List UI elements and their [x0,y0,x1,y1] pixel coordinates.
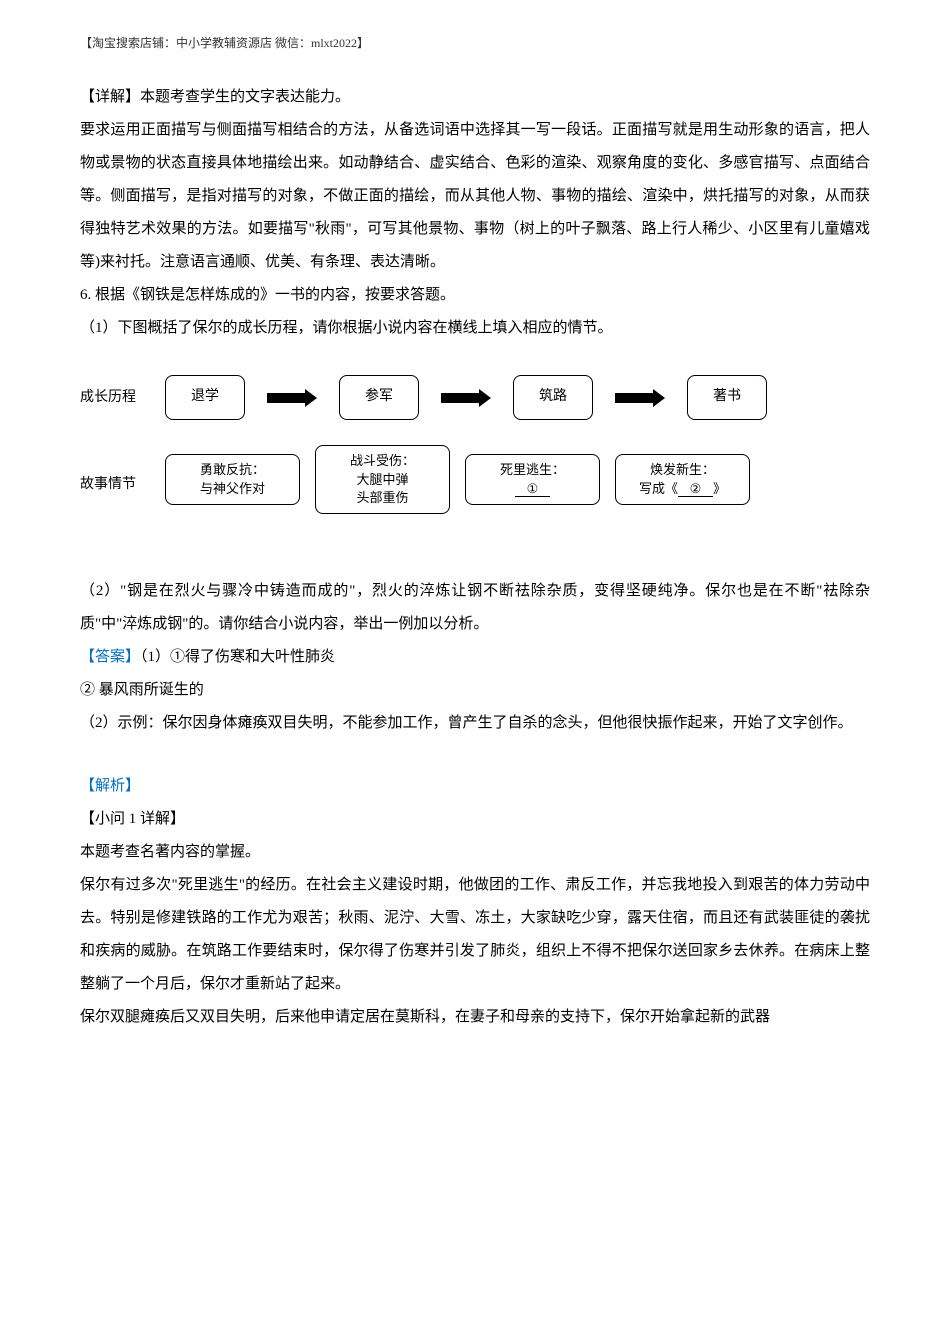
answer-2-prefix: ② [80,682,95,698]
analysis-label: 【解析】 [80,770,870,803]
answer-line-2: ② 暴风雨所诞生的 [80,674,870,707]
q6-sub2: （2）"钢是在烈火与骤冷中铸造而成的"，烈火的淬炼让钢不断祛除杂质，变得坚硬纯净… [80,575,870,641]
answer-line-3: （2）示例：保尔因身体瘫痪双目失明，不能参加工作，曾产生了自杀的念头，但他很快振… [80,707,870,740]
explain-body: 要求运用正面描写与侧面描写相结合的方法，从备选词语中选择其一写一段话。正面描写就… [80,114,870,279]
arrow-icon [267,389,317,407]
stage-box: 退学 [165,375,245,420]
stage-box: 参军 [339,375,419,420]
analysis-label-text: 【解析】 [80,778,140,794]
explain-label: 【详解】 [80,89,140,105]
analysis-intro: 本题考查名著内容的掌握。 [80,836,870,869]
sub1-label: 【小问 1 详解】 [80,803,870,836]
q6-sub1: （1）下图概括了保尔的成长历程，请你根据小说内容在横线上填入相应的情节。 [80,312,870,345]
answer-label: 【答案】 [80,649,140,665]
plot-box: 焕发新生： 写成《②》 [615,454,750,504]
answer-2: 暴风雨所诞生的 [99,682,204,698]
growth-diagram: 成长历程 故事情节 退学 参军 筑路 著书 勇敢反抗： 与神父作对 战斗受伤： … [80,375,870,545]
plot-box: 勇敢反抗： 与神父作对 [165,454,300,504]
answer-1: （1）①得了伤寒和大叶性肺炎 [140,649,335,665]
explanation-section: 【详解】本题考查学生的文字表达能力。 [80,81,870,114]
stage-box: 筑路 [513,375,593,420]
analysis-p2: 保尔双腿瘫痪后又双目失明，后来他申请定居在莫斯科，在妻子和母亲的支持下，保尔开始… [80,1001,870,1034]
top-row: 退学 参军 筑路 著书 [165,375,767,420]
plot-box: 死里逃生： ① [465,454,600,504]
header-note: 【淘宝搜索店铺：中小学教辅资源店 微信：mlxt2022】 [80,30,870,56]
arrow-icon [441,389,491,407]
arrow-icon [615,389,665,407]
plot-box: 战斗受伤： 大腿中弹 头部重伤 [315,445,450,514]
stage-box: 著书 [687,375,767,420]
analysis-p1: 保尔有过多次"死里逃生"的经历。在社会主义建设时期，他做团的工作、肃反工作，并忘… [80,869,870,1001]
bottom-row: 勇敢反抗： 与神父作对 战斗受伤： 大腿中弹 头部重伤 死里逃生： ① 焕发新生… [165,445,750,514]
q6-title: 6. 根据《钢铁是怎样炼成的》一书的内容，按要求答题。 [80,279,870,312]
plot-label: 故事情节 [80,470,136,501]
growth-label: 成长历程 [80,383,136,414]
answer-line-1: 【答案】（1）①得了伤寒和大叶性肺炎 [80,641,870,674]
explain-intro: 本题考查学生的文字表达能力。 [140,89,350,105]
